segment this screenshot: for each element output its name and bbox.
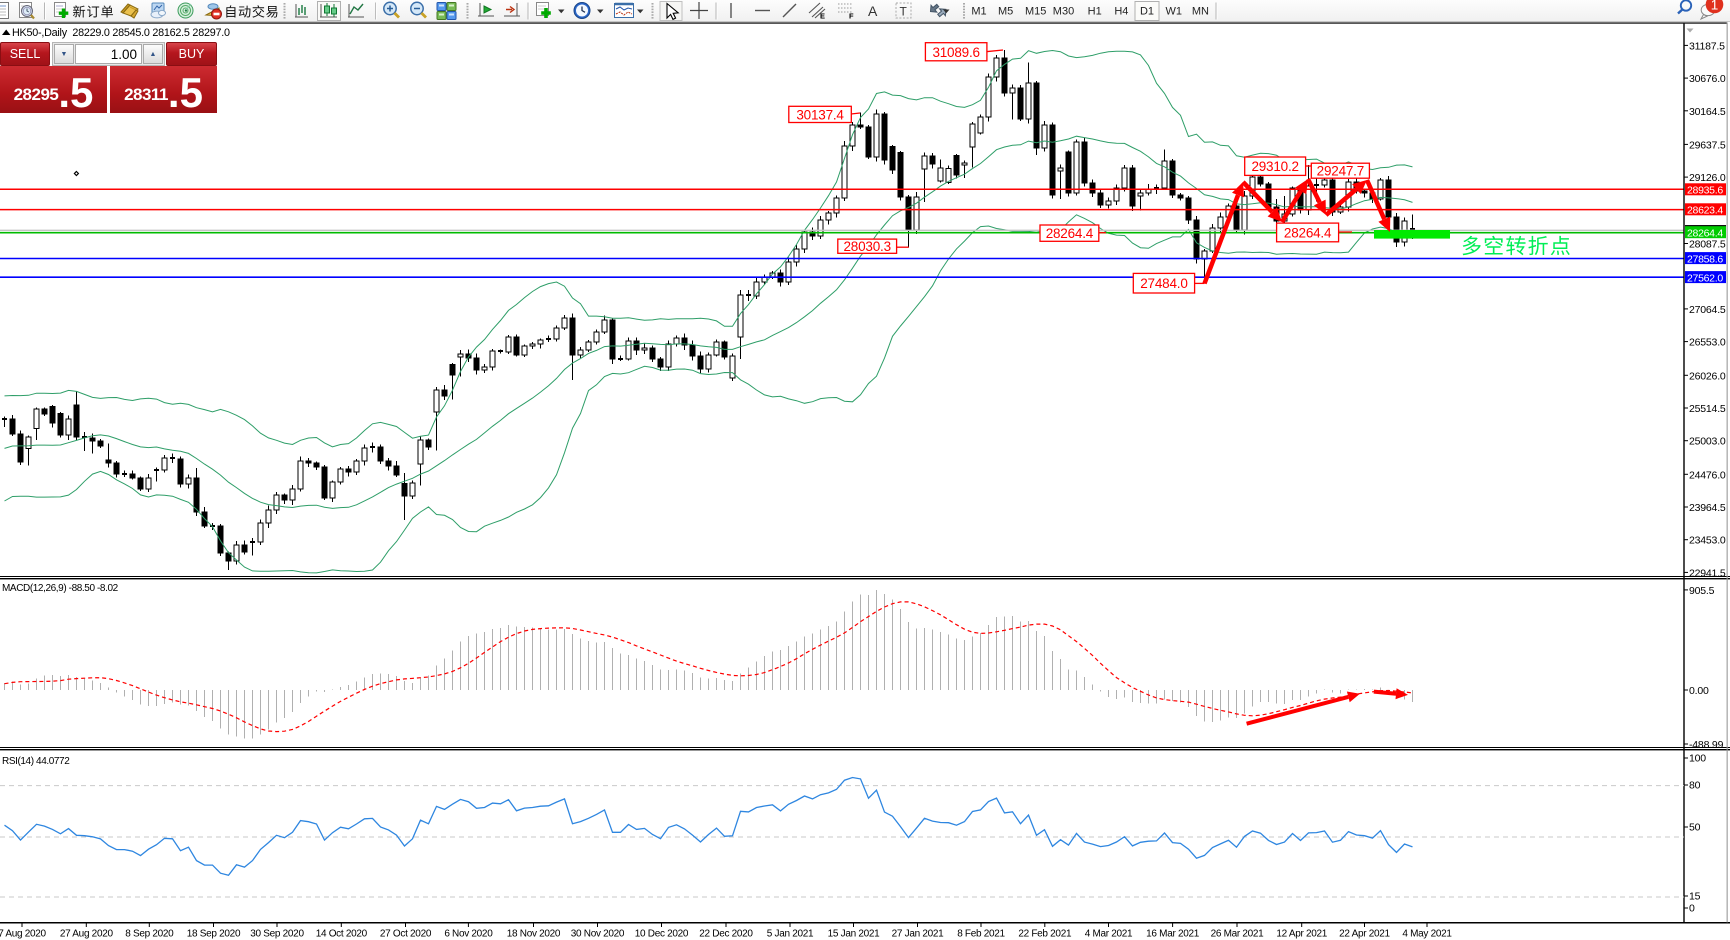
svg-text:26 Mar 2021: 26 Mar 2021 xyxy=(1211,929,1265,940)
svg-text:26553.0: 26553.0 xyxy=(1689,337,1726,349)
svg-text:27 Aug 2020: 27 Aug 2020 xyxy=(60,929,114,940)
svg-text:30 Sep 2020: 30 Sep 2020 xyxy=(250,929,304,940)
svg-text:28935.6: 28935.6 xyxy=(1687,185,1723,197)
svg-text:10 Dec 2020: 10 Dec 2020 xyxy=(635,929,689,940)
svg-text:30676.0: 30676.0 xyxy=(1689,73,1726,85)
svg-text:8 Sep 2020: 8 Sep 2020 xyxy=(125,929,174,940)
svg-text:80: 80 xyxy=(1689,780,1701,792)
svg-text:50: 50 xyxy=(1689,822,1701,834)
svg-text:28623.4: 28623.4 xyxy=(1687,205,1723,217)
svg-text:24476.0: 24476.0 xyxy=(1689,469,1726,481)
svg-text:F: F xyxy=(849,12,854,21)
svg-text:31187.5: 31187.5 xyxy=(1689,40,1725,52)
svg-text:MACD(12,26,9) -88.50 -8.02: MACD(12,26,9) -88.50 -8.02 xyxy=(2,583,119,594)
svg-text:0.00: 0.00 xyxy=(1689,685,1709,697)
svg-text:5 Jan 2021: 5 Jan 2021 xyxy=(767,929,814,940)
svg-text:22 Apr 2021: 22 Apr 2021 xyxy=(1339,929,1390,940)
svg-text:28087.5: 28087.5 xyxy=(1689,239,1726,251)
svg-text:M15: M15 xyxy=(1025,6,1046,18)
svg-text:M30: M30 xyxy=(1053,6,1074,18)
svg-text:27 Oct 2020: 27 Oct 2020 xyxy=(380,929,432,940)
svg-text:100: 100 xyxy=(1689,753,1706,765)
svg-text:RSI(14) 44.0772: RSI(14) 44.0772 xyxy=(2,756,70,767)
svg-text:12 Apr 2021: 12 Apr 2021 xyxy=(1276,929,1327,940)
svg-text:14 Oct 2020: 14 Oct 2020 xyxy=(316,929,368,940)
svg-text:31089.6: 31089.6 xyxy=(932,45,979,60)
svg-text:26026.0: 26026.0 xyxy=(1689,370,1726,382)
svg-text:30164.5: 30164.5 xyxy=(1689,106,1726,118)
svg-text:29310.2: 29310.2 xyxy=(1251,159,1298,174)
svg-text:6 Nov 2020: 6 Nov 2020 xyxy=(444,929,493,940)
svg-text:22 Dec 2020: 22 Dec 2020 xyxy=(699,929,753,940)
svg-text:27064.5: 27064.5 xyxy=(1689,304,1726,316)
svg-text:M5: M5 xyxy=(998,6,1013,18)
svg-text:18 Sep 2020: 18 Sep 2020 xyxy=(187,929,241,940)
svg-text:7 Aug 2020: 7 Aug 2020 xyxy=(0,929,47,940)
svg-text:23964.5: 23964.5 xyxy=(1689,502,1726,514)
svg-text:HK50-,Daily 28229.0 28545.0 2: HK50-,Daily 28229.0 28545.0 28162.5 2829… xyxy=(12,27,230,39)
svg-text:A: A xyxy=(868,3,878,19)
svg-text:H1: H1 xyxy=(1088,6,1102,18)
svg-text:29637.5: 29637.5 xyxy=(1689,139,1726,151)
svg-text:27858.6: 27858.6 xyxy=(1687,253,1723,265)
svg-text:27562.0: 27562.0 xyxy=(1687,272,1723,284)
svg-text:29247.7: 29247.7 xyxy=(1317,164,1364,179)
svg-text:15: 15 xyxy=(1689,891,1701,903)
svg-text:M1: M1 xyxy=(971,6,986,18)
svg-text:4 Mar 2021: 4 Mar 2021 xyxy=(1085,929,1133,940)
svg-text:25003.0: 25003.0 xyxy=(1689,436,1726,448)
svg-text:MN: MN xyxy=(1192,6,1209,18)
svg-text:29126.0: 29126.0 xyxy=(1689,172,1726,184)
svg-text:22 Feb 2021: 22 Feb 2021 xyxy=(1018,929,1072,940)
svg-text:28264.4: 28264.4 xyxy=(1687,227,1723,239)
svg-text:0: 0 xyxy=(1689,903,1695,915)
svg-text:15 Jan 2021: 15 Jan 2021 xyxy=(828,929,880,940)
svg-text:28264.4: 28264.4 xyxy=(1046,226,1094,241)
svg-text:905.5: 905.5 xyxy=(1689,585,1715,597)
svg-text:27 Jan 2021: 27 Jan 2021 xyxy=(892,929,944,940)
svg-text:T: T xyxy=(900,5,908,19)
svg-text:27484.0: 27484.0 xyxy=(1140,276,1187,291)
svg-text:23453.0: 23453.0 xyxy=(1689,535,1726,547)
svg-text:4 May 2021: 4 May 2021 xyxy=(1402,929,1452,940)
svg-text:30 Nov 2020: 30 Nov 2020 xyxy=(571,929,625,940)
svg-text:22941.5: 22941.5 xyxy=(1689,567,1726,579)
svg-text:16 Mar 2021: 16 Mar 2021 xyxy=(1146,929,1200,940)
svg-text:28030.3: 28030.3 xyxy=(843,239,890,254)
svg-text:W1: W1 xyxy=(1165,6,1182,18)
svg-text:25514.5: 25514.5 xyxy=(1689,403,1726,415)
svg-text:-488.99: -488.99 xyxy=(1689,739,1724,751)
svg-text:30137.4: 30137.4 xyxy=(796,107,844,122)
svg-text:18 Nov 2020: 18 Nov 2020 xyxy=(507,929,561,940)
svg-text:D1: D1 xyxy=(1140,6,1154,18)
svg-text:H4: H4 xyxy=(1114,6,1128,18)
svg-text:E: E xyxy=(820,12,825,21)
svg-text:28264.4: 28264.4 xyxy=(1284,225,1332,240)
svg-text:8 Feb 2021: 8 Feb 2021 xyxy=(957,929,1005,940)
svg-text:1: 1 xyxy=(1711,0,1719,13)
